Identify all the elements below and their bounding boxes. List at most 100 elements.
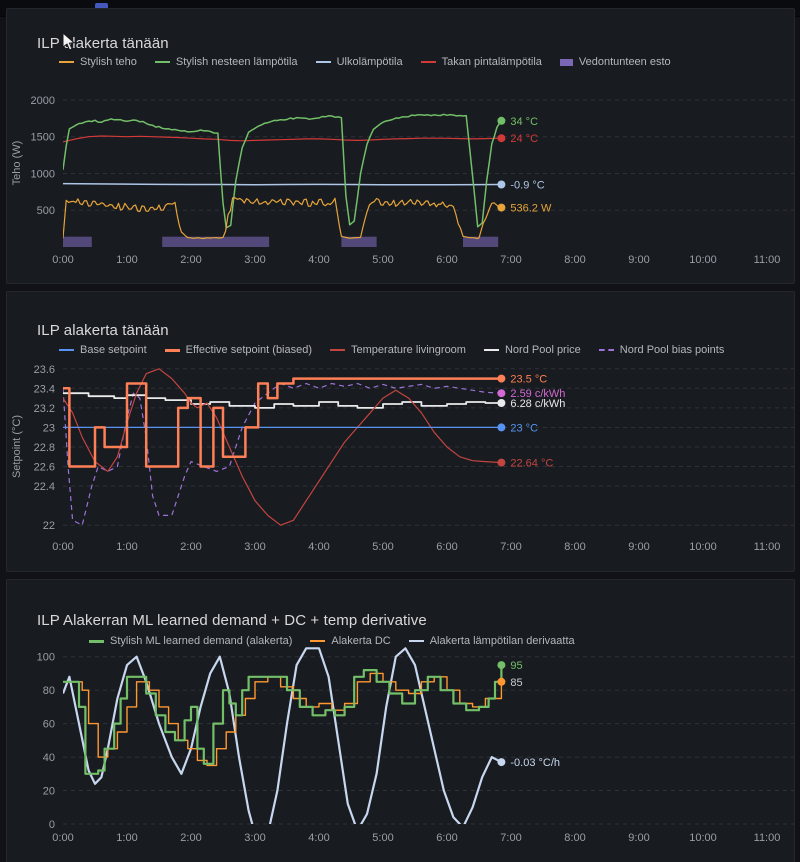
- y-tick-label: 22.4: [34, 481, 55, 493]
- x-tick-label: 7:00: [500, 541, 521, 553]
- legend-label: Stylish nesteen lämpötila: [175, 56, 298, 68]
- x-tick-label: 1:00: [116, 832, 137, 844]
- legend-item[interactable]: Base setpoint: [59, 344, 147, 356]
- y-tick-label: 0: [49, 819, 55, 831]
- x-tick-label: 3:00: [244, 541, 265, 553]
- legend-label: Nord Pool bias points: [619, 344, 725, 356]
- y-tick-label: 20: [43, 786, 55, 798]
- panel-setpoint: ILP alakerta tänään Base setpoint Effecti…: [6, 291, 795, 572]
- panel-demand: ILP Alakerran ML learned demand + DC + t…: [6, 579, 795, 862]
- draft-prevention-band: [341, 236, 377, 247]
- series-end-label: 536.2 W: [510, 203, 552, 215]
- series-1: [63, 182, 502, 186]
- x-tick-label: 4:00: [308, 541, 329, 553]
- x-tick-label: 2:00: [180, 254, 201, 266]
- legend-item[interactable]: Effective setpoint (biased): [164, 344, 312, 356]
- y-tick-label: 60: [43, 719, 55, 731]
- series-end-dot: [497, 423, 506, 432]
- x-tick-label: 4:00: [308, 832, 329, 844]
- legend-swatch: [420, 61, 436, 63]
- series-end-dot: [497, 389, 506, 398]
- x-tick-label: 8:00: [564, 541, 585, 553]
- legend-label: Stylish ML learned demand (alakerta): [110, 635, 293, 647]
- legend-label: Ulkolämpötila: [336, 56, 403, 68]
- series-end-label: -0.9 °C: [510, 180, 544, 192]
- y-tick-label: 22.6: [34, 462, 55, 474]
- x-tick-label: 2:00: [180, 541, 201, 553]
- y-tick-label: 1000: [31, 169, 55, 181]
- x-tick-label: 6:00: [436, 541, 457, 553]
- x-tick-label: 10:00: [689, 254, 717, 266]
- draft-prevention-band: [63, 236, 92, 247]
- legend-label: Takan pintalämpötila: [441, 56, 542, 68]
- y-tick-label: 40: [43, 752, 55, 764]
- power-chart[interactable]: 500 1000 1500 2000 0:00 1:00 2:00 3:00 4:00 5:00 6…: [7, 9, 795, 284]
- series-2: [63, 368, 502, 526]
- legend-label: Temperature livingroom: [351, 344, 466, 356]
- legend-label: Nord Pool price: [504, 344, 581, 356]
- x-tick-label: 5:00: [372, 541, 393, 553]
- series-end-dot: [497, 203, 506, 212]
- legend-item[interactable]: Alakerta DC: [310, 635, 391, 647]
- x-tick-label: 11:00: [754, 541, 781, 553]
- legend-item[interactable]: Stylish ML learned demand (alakerta): [89, 635, 292, 647]
- x-tick-label: 8:00: [564, 832, 585, 844]
- legend-item[interactable]: Nord Pool bias points: [598, 344, 725, 356]
- legend-swatch: [559, 58, 573, 66]
- legend-swatch: [59, 61, 74, 63]
- y-tick-label: 22: [43, 520, 55, 532]
- series-1: [63, 392, 502, 409]
- series-end-label: 23 °C: [510, 422, 538, 434]
- series-end-dot: [497, 374, 506, 383]
- series-end-label: 95: [510, 660, 522, 672]
- series-end-label: 6.28 c/kWh: [510, 398, 565, 410]
- x-tick-label: 11:00: [754, 832, 781, 844]
- x-tick-label: 5:00: [372, 254, 393, 266]
- x-tick-label: 6:00: [436, 832, 457, 844]
- panel-power: ILP alakerta tänään Stylish teho Stylish …: [6, 8, 795, 284]
- legend-item[interactable]: Stylish nesteen lämpötila: [154, 56, 298, 68]
- legend-item[interactable]: Stylish teho: [59, 56, 137, 68]
- x-tick-label: 8:00: [564, 254, 585, 266]
- legend-swatch: [315, 61, 331, 63]
- x-tick-label: 10:00: [689, 832, 717, 844]
- series-end-dot: [497, 399, 506, 407]
- panel-title-setpoint[interactable]: ILP alakerta tänään: [37, 322, 169, 339]
- y-tick-label: 22.8: [34, 442, 55, 454]
- series-end-dot: [497, 677, 506, 686]
- series-end-label: 22.64 °C: [510, 458, 553, 470]
- y-tick-label: 2000: [31, 95, 55, 107]
- panel-title-demand[interactable]: ILP Alakerran ML learned demand + DC + t…: [37, 612, 427, 629]
- x-tick-label: 3:00: [244, 832, 265, 844]
- series-end-dot: [497, 458, 506, 467]
- demand-chart[interactable]: 0 20 40 60 80 100 0:00 1:00 2:00 3:00 4:00 5:00 6:00…: [7, 580, 795, 862]
- legend-item[interactable]: Ulkolämpötila: [315, 56, 403, 68]
- legend-swatch: [89, 639, 104, 643]
- y-tick-label: 23.6: [34, 364, 55, 376]
- series-4: [63, 377, 502, 468]
- series-end-dot: [497, 134, 506, 143]
- x-tick-label: 0:00: [52, 541, 73, 553]
- series-end-dot: [497, 116, 506, 125]
- x-tick-label: 0:00: [52, 254, 73, 266]
- series-2: [63, 665, 503, 775]
- x-tick-label: 5:00: [372, 832, 393, 844]
- series-end-label: 85: [510, 677, 522, 689]
- y-tick-label: 80: [43, 685, 55, 697]
- legend-item[interactable]: Vedontunteen esto: [559, 56, 671, 68]
- legend-label: Alakerta lämpötilan derivaatta: [429, 635, 575, 647]
- series-end-label: 23.5 °C: [510, 374, 547, 386]
- legend-item[interactable]: Alakerta lämpötilan derivaatta: [408, 635, 575, 647]
- series-0: [63, 647, 502, 824]
- mouse-cursor-icon: [62, 32, 76, 51]
- series-end-dot: [497, 758, 506, 767]
- series-end-label: 2.59 c/kWh: [510, 388, 565, 400]
- legend-item[interactable]: Takan pintalämpötila: [420, 56, 542, 68]
- legend-label: Base setpoint: [80, 344, 147, 356]
- legend-demand: Stylish ML learned demand (alakerta) Alak…: [89, 635, 788, 647]
- legend-item[interactable]: Nord Pool price: [483, 344, 581, 356]
- series-0: [63, 135, 502, 143]
- legend-item[interactable]: Temperature livingroom: [330, 344, 466, 356]
- setpoint-chart[interactable]: 22 22.4 22.6 22.8 23 23.2 23.4 23.6 0:00 1:00 2:00…: [7, 292, 795, 572]
- y-tick-label: 23.2: [34, 403, 55, 415]
